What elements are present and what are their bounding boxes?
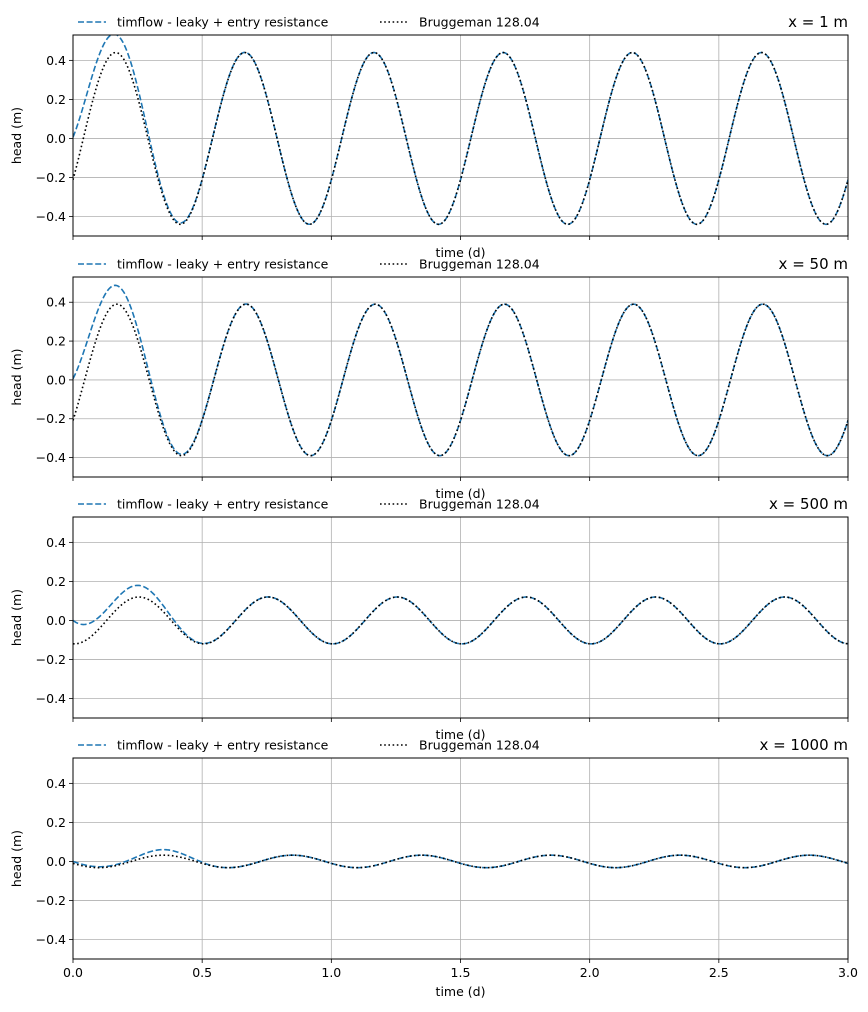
timflow-line: [73, 284, 848, 457]
chart-panel-4: 0.0 0.5 1.0 1.5 2.0 2.5 3.0 −0.4 −0.2 0.0 0.2 0.4 ti…: [9, 736, 858, 999]
chart-panel-1: −0.4 −0.2 0.0 0.2 0.4 time (d) head (m) x = 1 m…: [9, 13, 849, 260]
chart-panel-2: −0.4 −0.2 0.0 0.2 0.4 time (d) head (m) x = 50 …: [9, 255, 849, 501]
legend-label: Bruggeman 128.04: [419, 738, 540, 753]
y-tick-label: 0.4: [46, 53, 66, 68]
timflow-line: [73, 35, 848, 226]
legend: timflow - leaky + entry resistance Brugge…: [78, 15, 540, 30]
y-tick-label: 0.2: [46, 334, 66, 349]
y-axis-label: head (m): [9, 107, 24, 164]
grid: [72, 758, 849, 959]
y-tick-label: 0.4: [46, 535, 66, 550]
x-tick-label: 0.5: [192, 965, 212, 980]
y-tick-label: −0.2: [36, 170, 66, 185]
legend-label: timflow - leaky + entry resistance: [117, 15, 329, 30]
x-tick-label: 2.5: [709, 965, 729, 980]
panel-title: x = 500 m: [769, 495, 848, 513]
y-tick-label: 0.0: [46, 854, 66, 869]
chart-panel-3: −0.4 −0.2 0.0 0.2 0.4 time (d) head (m) x = 500…: [9, 495, 849, 742]
legend-label: Bruggeman 128.04: [419, 257, 540, 272]
x-axis-label: time (d): [436, 245, 486, 260]
panel-title: x = 1 m: [788, 13, 848, 31]
y-tick-label: −0.2: [36, 893, 66, 908]
legend-label: Bruggeman 128.04: [419, 15, 540, 30]
y-tick-label: 0.2: [46, 815, 66, 830]
y-tick-label: 0.0: [46, 372, 66, 387]
y-axis-label: head (m): [9, 589, 24, 646]
y-tick-label: 0.0: [46, 613, 66, 628]
legend: timflow - leaky + entry resistance Brugge…: [78, 497, 540, 512]
y-tick-label: −0.2: [36, 411, 66, 426]
panel-title: x = 1000 m: [759, 736, 848, 754]
y-tick-label: −0.4: [36, 209, 66, 224]
y-axis-label: head (m): [9, 830, 24, 887]
x-tick-label: 1.5: [451, 965, 471, 980]
panel-title: x = 50 m: [779, 255, 848, 273]
timflow-line: [73, 584, 848, 645]
legend-label: timflow - leaky + entry resistance: [117, 497, 329, 512]
y-tick-label: 0.4: [46, 776, 66, 791]
y-axis-label: head (m): [9, 348, 24, 405]
legend-label: timflow - leaky + entry resistance: [117, 738, 329, 753]
bruggeman-line: [73, 854, 848, 869]
y-tick-label: −0.2: [36, 652, 66, 667]
x-axis-label: time (d): [436, 984, 486, 999]
y-tick-label: 0.2: [46, 574, 66, 589]
bruggeman-line: [73, 596, 848, 645]
legend: timflow - leaky + entry resistance Brugge…: [78, 257, 540, 272]
grid: [72, 35, 849, 236]
x-axis-label: time (d): [436, 727, 486, 742]
x-tick-label: 0.0: [63, 965, 83, 980]
y-tick-label: 0.0: [46, 131, 66, 146]
legend: timflow - leaky + entry resistance Brugge…: [78, 738, 540, 753]
y-tick-label: 0.2: [46, 92, 66, 107]
x-tick-label: 3.0: [838, 965, 858, 980]
x-tick-label: 2.0: [580, 965, 600, 980]
x-axis-label: time (d): [436, 486, 486, 501]
y-tick-label: 0.4: [46, 295, 66, 310]
y-tick-label: −0.4: [36, 932, 66, 947]
legend-label: Bruggeman 128.04: [419, 497, 540, 512]
x-tick-label: 1.0: [321, 965, 341, 980]
y-tick-label: −0.4: [36, 450, 66, 465]
grid: [72, 517, 849, 718]
y-tick-label: −0.4: [36, 691, 66, 706]
legend-label: timflow - leaky + entry resistance: [117, 257, 329, 272]
